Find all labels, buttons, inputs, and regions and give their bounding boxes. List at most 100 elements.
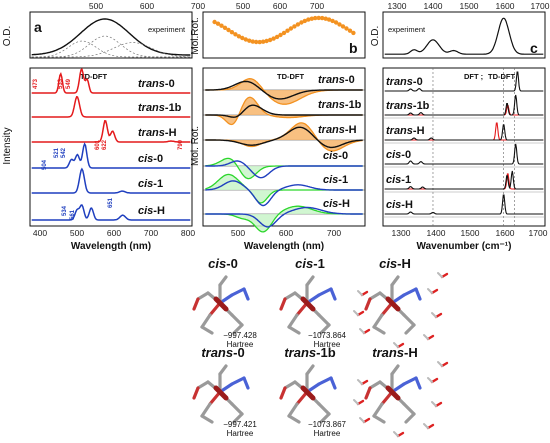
panel-a-experiment-label: experiment <box>148 25 186 34</box>
panel-b-dot <box>313 15 318 21</box>
panel-b-dot <box>274 34 280 40</box>
panel-a-curves <box>31 68 191 221</box>
panel-b-dot <box>306 17 311 22</box>
panel-a-peak-label-blue-1: 521 <box>54 147 60 158</box>
panel-a-peak-label-red-4: 622 <box>102 139 108 150</box>
top-tick-b-0: 500 <box>236 1 250 11</box>
top-tick-b-1: 600 <box>273 1 287 11</box>
molecule-trans-H: trans-H <box>353 345 449 438</box>
panel-b-dot <box>267 37 273 43</box>
panel-b-label-cis-H: cis-H <box>323 198 350 210</box>
molecule-title: trans-H <box>372 345 418 360</box>
panel-c-dft-cis-0 <box>384 143 544 165</box>
panel-b-curve2-cis-0 <box>205 160 363 179</box>
panel-a-peak-labels: 473 533 549 601 622 790 504 521 542 534 561 651 <box>33 78 184 220</box>
molecule-bond <box>368 380 382 390</box>
molecule-bond <box>200 325 214 335</box>
bottom-tick-a-4: 800 <box>181 228 195 238</box>
panel-a-peak-label-blue-3: 534 <box>62 205 68 216</box>
molecule-bond <box>208 301 222 317</box>
panel-b-dot <box>243 37 248 42</box>
water-molecule <box>353 399 359 405</box>
panel-b-curve2-cis-H <box>205 206 363 228</box>
molecule-bond <box>218 364 228 376</box>
panel-b-dot <box>320 15 325 21</box>
panel-b-dot <box>212 19 217 25</box>
panel-c-series-labels: trans-0 trans-1b trans-H cis-0 cis-1 cis-H <box>386 76 430 211</box>
top-tick-b-2: 700 <box>310 1 324 11</box>
molecule-bond <box>230 402 244 416</box>
molecule-bond <box>218 275 228 287</box>
panel-b-dot <box>222 25 228 30</box>
water-molecule <box>393 431 399 437</box>
molecule-energy-unit: Hartree <box>227 340 254 349</box>
panel-c: 1300 1400 1500 1600 1700 O.D. experiment… <box>370 1 550 252</box>
molecule-bond <box>200 402 212 418</box>
panel-a-bottom-frame <box>29 67 193 227</box>
panel-c-label-trans-1b: trans-1b <box>386 100 430 112</box>
panel-a-letter: a <box>34 19 42 35</box>
panel-a-peak-label-blue-2: 542 <box>61 147 67 158</box>
panel-a-peak-label-red-5: 790 <box>178 139 184 150</box>
panel-a-experiment-component-3 <box>31 42 191 58</box>
molecule-energy: −1073.867 <box>308 420 347 429</box>
water-molecule <box>353 310 359 316</box>
panel-c-bottom-frame <box>382 67 546 227</box>
panel-b-dot <box>226 27 231 33</box>
panel-c-dft-trans-1b <box>384 94 544 116</box>
panel-b-dot <box>285 28 290 33</box>
water-molecule <box>431 401 437 407</box>
molecule-bond <box>196 291 210 301</box>
molecule-bond <box>287 402 299 418</box>
molecule-bond <box>372 313 384 329</box>
panel-b-fill-cis-0 <box>205 158 363 179</box>
molecule-bond <box>283 291 297 301</box>
bottom-tick-a-0: 400 <box>33 228 47 238</box>
panel-a-top-ylabel: O.D. <box>2 26 13 47</box>
top-tick-a-0: 500 <box>89 1 103 11</box>
panel-b-series-labels: trans-0 trans-1b trans-H cis-0 cis-1 cis-H <box>318 74 362 210</box>
bottom-tick-b-1: 600 <box>279 228 293 238</box>
molecule-bond <box>232 323 244 335</box>
molecule-bond <box>390 275 400 287</box>
molecule-bond <box>192 297 200 311</box>
bottom-tick-c-2: 1500 <box>461 228 480 238</box>
panel-b-dot <box>295 22 301 27</box>
panel-b-dot <box>347 28 353 33</box>
bottom-tick-a-3: 700 <box>144 228 158 238</box>
molecule-bond <box>329 376 337 390</box>
panel-a-curve-trans-1b <box>31 95 191 118</box>
panel-b-dot <box>271 36 276 41</box>
molecule-energy: −1073.864 <box>308 331 347 340</box>
panel-b-dot <box>229 30 235 35</box>
panel-b-top-ylabel: Mol.Rot. <box>190 17 201 54</box>
molecule-bond <box>317 287 333 297</box>
molecule-bond <box>283 380 297 390</box>
panel-a-experiment-component-2 <box>31 35 191 58</box>
bottom-tick-b-2: 700 <box>327 228 341 238</box>
bottom-tick-a-2: 600 <box>107 228 121 238</box>
panel-a-peak-label-red-1: 533 <box>58 78 64 89</box>
molecule-metal-center <box>385 385 401 401</box>
panel-b-label-trans-0: trans-0 <box>318 74 355 86</box>
water-molecule <box>427 288 433 294</box>
panel-c-curves <box>383 71 545 218</box>
molecule-bond <box>402 402 416 416</box>
panel-a-curve-cis-0 <box>31 142 191 169</box>
panel-b-ylabel: Mol. Rot. <box>190 126 201 166</box>
molecule-bond <box>319 412 331 424</box>
panel-b-dot <box>309 16 314 21</box>
molecule-metal-center <box>213 385 229 401</box>
panel-a-curve-cis-H <box>31 204 191 221</box>
panel-c-method-tddft: TD-DFT <box>488 72 515 81</box>
molecule-title: trans-1b <box>284 345 335 360</box>
molecule-bond <box>364 297 372 311</box>
molecule-title: cis-1 <box>295 256 325 271</box>
panel-a-series-labels: trans-0 trans-1b trans-H cis-0 cis-1 cis-H <box>138 78 182 217</box>
molecule-energy-unit: Hartree <box>314 429 341 438</box>
panel-a-label-trans-1b: trans-1b <box>138 102 182 114</box>
panel-b-curve2-trans-H <box>205 126 363 149</box>
